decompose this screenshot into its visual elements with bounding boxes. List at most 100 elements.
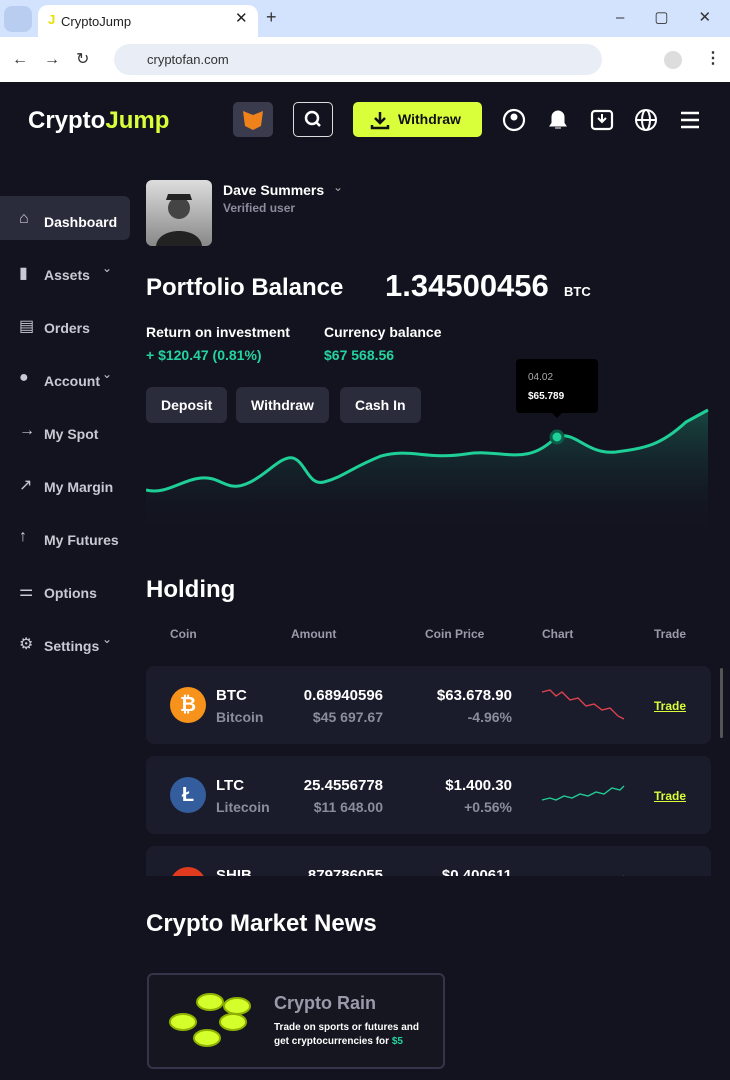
holding-list: ₿ BTC Bitcoin 0.68940596 $45 697.67 $63.678.9… [0,660,730,876]
user-name[interactable]: Dave Summers [223,182,325,198]
window-controls[interactable]: –▢✕ [616,9,730,26]
search-icon [304,110,321,127]
nav-item[interactable]: Assets [44,267,90,283]
column-header[interactable]: Amount [291,627,337,641]
nav-dropdown[interactable]: ⌄ [102,632,113,646]
coin-amount-value: $45 697.67 [312,709,383,725]
coin-price: $1.400.30 [445,777,512,794]
search-button[interactable] [293,102,333,137]
coin-amount: 879786055 [307,867,383,876]
tab[interactable] [38,5,258,37]
sparkline [541,785,625,801]
logo-part: Crypto [28,107,106,134]
sparkline [623,875,624,876]
nav-dropdown[interactable]: ⌄ [102,367,113,381]
coin-change: -4.96% [467,709,512,725]
nav-buttons[interactable]: ←→↻ [12,51,106,68]
coin-name: Bitcoin [216,709,264,725]
nav-item[interactable]: My Futures [44,532,119,548]
news-card-title: Crypto Rain [274,993,377,1013]
coin-icon: Ł [170,777,206,813]
fox-icon [243,111,263,130]
column-header[interactable]: Coin [170,627,197,641]
tab-icon: J [48,12,56,27]
trade-link[interactable]: Trade [654,789,687,803]
nav-icon: ⌂ [19,210,29,227]
coin-icon [170,867,206,876]
portfolio-label: Portfolio Balance [146,274,344,301]
menu[interactable]: ⋮ [705,50,721,67]
new-tab[interactable]: + [266,7,277,27]
column-header: Chart [542,627,574,641]
tab-close[interactable]: ✕ [235,10,248,27]
logo-part: Jump [105,107,170,134]
tooltip-arrow [551,412,563,424]
nav-icon: ▮ [19,265,28,282]
tab-title: CryptoJump [61,14,132,29]
highlight: $5 [391,1036,403,1047]
coin-symbol: LTC [216,777,245,794]
coin-amount-value: $11 648.00 [313,799,383,815]
coin-amount: 0.68940596 [303,687,383,704]
logo[interactable]: CryptoJump [28,107,169,135]
nav-icon: ▤ [19,318,35,335]
withdraw-header-button[interactable]: Withdraw [353,102,482,137]
portfolio-amount: 1.34500456 [385,268,549,303]
coin-price: $63.678.90 [436,687,512,704]
nav-dropdown[interactable]: ⌄ [102,261,113,275]
coins-illustration [169,993,251,1047]
nav-item[interactable]: My Margin [44,479,114,495]
section-title: Crypto Market News [146,910,377,937]
nav-item[interactable]: Settings [44,638,100,654]
header-icons[interactable] [500,106,710,134]
text: Trade on sports or futures and get crypt… [274,1022,420,1047]
nav-item[interactable]: Orders [44,320,90,336]
active-nav-bg [0,196,130,240]
user-status: Verified user [223,201,296,215]
nav-icon: → [19,422,35,439]
coin-price: $0.400611 [441,867,512,876]
column-header: Trade [654,627,687,641]
nav-icon: ⚌ [19,583,34,600]
stat-label: Return on investment [146,324,290,340]
holding-row [146,756,711,834]
stat-value: $67 568.56 [324,347,395,363]
action-button[interactable]: Deposit [146,387,228,423]
profile[interactable] [664,51,682,69]
nav-icon: ⚙ [19,636,34,653]
nav-icon: ↑ [19,528,27,545]
action-button[interactable]: Withdraw [236,387,329,423]
scrollbar [720,668,723,738]
portfolio-chart [146,408,709,535]
coin-amount: 25.4556778 [303,777,383,794]
column-header[interactable]: Coin Price [425,627,485,641]
download-icon [370,112,390,130]
button-label: Withdraw [398,111,461,127]
coin-icon: ₿ [170,687,206,723]
coin-name: Litecoin [216,799,270,815]
wallet-button[interactable] [233,102,273,137]
nav-icon: ↗ [19,477,33,494]
nav-icon: ● [19,369,29,386]
coin-symbol: SHIB [216,867,252,876]
coin-change: +0.56% [464,799,512,815]
nav-item[interactable]: Account [44,373,100,389]
trade-link[interactable]: Trade [654,699,687,713]
tooltip-date: 04.02 [528,372,554,383]
nav-item[interactable]: Options [44,585,97,601]
coin-symbol: BTC [216,687,247,704]
nav-item[interactable]: My Spot [44,426,99,442]
stat-label: Currency balance [324,324,442,340]
url: cryptofan.com [147,52,229,67]
tab-menu[interactable] [4,6,32,32]
address-bar[interactable] [114,44,602,75]
action-button[interactable]: Cash In [340,387,421,423]
tooltip [516,359,598,413]
portfolio-unit: BTC [564,284,591,299]
sparkline [541,689,625,720]
holding-row [146,846,711,876]
user-dropdown[interactable]: ⌄ [333,180,344,194]
nav-item[interactable]: Dashboard [44,214,118,230]
stat-value: + $120.47 (0.81%) [146,347,262,363]
